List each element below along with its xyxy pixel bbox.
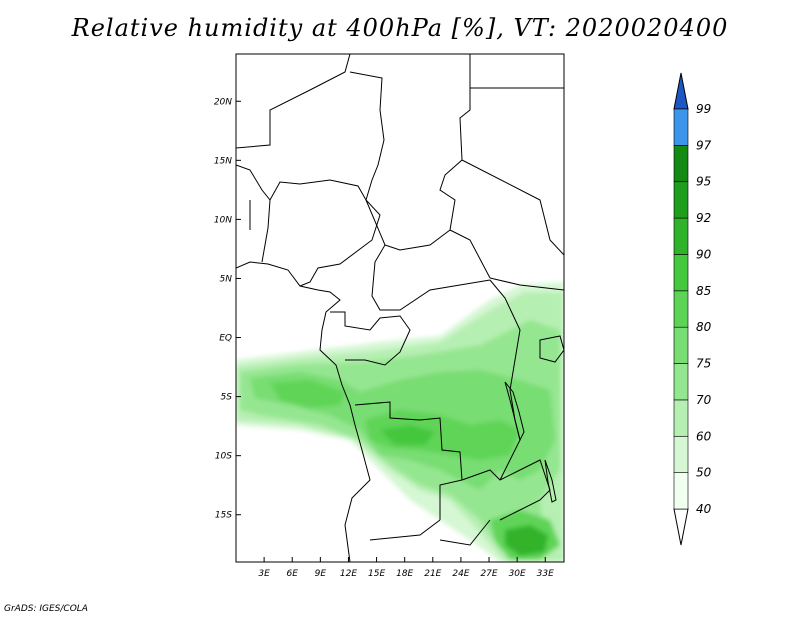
- x-tick-label: 9E: [315, 569, 327, 579]
- colorbar-label: 50: [696, 466, 712, 480]
- border-niger-chad: [349, 71, 385, 201]
- border-drc-east: [489, 279, 521, 481]
- y-tick-label: 10N: [214, 215, 232, 225]
- lake-tanganyika: [504, 381, 525, 442]
- rh-contour-85b: [365, 410, 520, 460]
- colorbar-box: [673, 399, 689, 437]
- colorbar: 40 50 60 70 75 80 85 90 92 95 97 99: [673, 72, 712, 546]
- y-axis: 20N 15N 10N 5N EQ 5S 10S 15S: [214, 97, 241, 521]
- border-namibia-botswana: [369, 519, 491, 546]
- x-tick-label: 33E: [537, 569, 554, 579]
- y-tick-label: 5N: [220, 274, 233, 284]
- border-cameroon-car: [365, 199, 491, 311]
- map-frame: [235, 53, 565, 563]
- colorbar-box: [673, 145, 689, 183]
- colorbar-label: 60: [696, 429, 712, 443]
- x-tick-label: 6E: [287, 569, 299, 579]
- lake-victoria: [539, 335, 564, 363]
- colorbar-box: [673, 435, 689, 473]
- border-nigeria: [269, 179, 381, 287]
- colorbar-label: 40: [696, 502, 712, 516]
- x-tick-label: 30E: [509, 569, 526, 579]
- chart-title: Relative humidity at 400hPa [%], VT: 202…: [71, 14, 729, 42]
- coastline: [236, 261, 371, 562]
- credit-label: GrADS: IGES/COLA: [4, 604, 88, 614]
- colorbar-box: [673, 181, 689, 219]
- y-tick-label: 5S: [221, 393, 233, 403]
- colorbar-box: [673, 254, 689, 292]
- x-tick-label: 27E: [480, 569, 497, 579]
- colorbar-box: [673, 290, 689, 328]
- x-tick-label: 18E: [396, 569, 413, 579]
- y-tick-label: 10S: [215, 452, 232, 462]
- boundaries: [236, 54, 564, 562]
- y-tick-label: 15N: [214, 156, 232, 166]
- border-sudan-southsudan: [461, 159, 564, 291]
- y-tick-label: 20N: [214, 97, 232, 107]
- colorbar-label: 90: [696, 247, 712, 261]
- y-tick-label: EQ: [219, 334, 232, 344]
- rh-contour-90: [380, 425, 435, 445]
- x-tick-label: 3E: [258, 569, 270, 579]
- lake-malawi: [544, 459, 557, 503]
- colorbar-box: [673, 326, 689, 364]
- colorbar-top-cap: [673, 72, 689, 110]
- border-westafrica-inner: [236, 164, 271, 263]
- border-chad-sudan: [384, 229, 491, 279]
- border-libya-sudan-line: [439, 54, 471, 231]
- x-tick-label: 12E: [340, 569, 357, 579]
- x-tick-label: 21E: [424, 569, 441, 579]
- colorbar-box: [673, 217, 689, 255]
- x-tick-label: 15E: [368, 569, 385, 579]
- border-angola: [354, 401, 463, 520]
- colorbar-label: 97: [696, 138, 712, 152]
- colorbar-label: 99: [696, 102, 711, 116]
- colorbar-box: [673, 363, 689, 401]
- colorbar-bottom-cap: [673, 508, 689, 546]
- colorbar-label: 75: [696, 357, 711, 371]
- humidity-field: [236, 282, 564, 562]
- border-congo: [330, 311, 411, 366]
- border-zambia: [461, 459, 551, 521]
- colorbar-box: [673, 472, 689, 510]
- x-axis: 3E 6E 9E 12E 15E 18E 21E 24E 27E 30E 33E: [258, 557, 554, 579]
- colorbar-box: [673, 108, 689, 146]
- y-tick-label: 15S: [215, 511, 232, 521]
- colorbar-label: 95: [696, 175, 711, 189]
- colorbar-label: 80: [696, 320, 712, 334]
- rh-contour-85a: [270, 380, 345, 408]
- rh-contour-92: [505, 525, 548, 556]
- border-westafrica-sahara: [236, 54, 351, 149]
- colorbar-label: 70: [696, 393, 712, 407]
- colorbar-label: 85: [696, 284, 711, 298]
- colorbar-label: 92: [696, 211, 711, 225]
- x-tick-label: 24E: [452, 569, 469, 579]
